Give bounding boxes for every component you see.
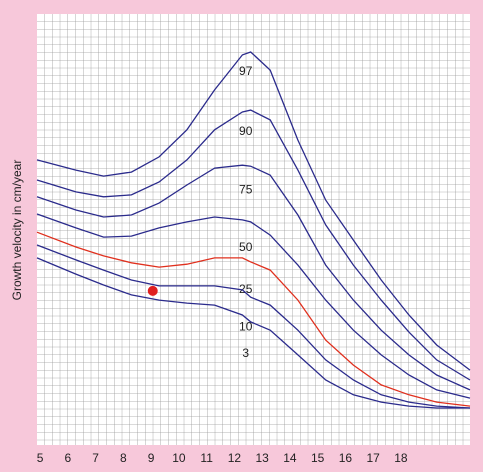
curve-label: 10 (239, 319, 253, 333)
x-tick-label: 8 (120, 451, 127, 465)
x-tick-label: 12 (228, 451, 242, 465)
x-tick-label: 16 (339, 451, 353, 465)
x-tick-label: 14 (283, 451, 297, 465)
x-tick-label: 9 (148, 451, 155, 465)
percentile-curve (36, 213, 471, 399)
curve-label: 75 (239, 182, 253, 196)
percentile-curve (36, 164, 471, 391)
grid (37, 14, 470, 445)
curve-label: 97 (239, 64, 253, 78)
x-tick-label: 6 (65, 451, 72, 465)
x-tick-label: 15 (311, 451, 325, 465)
percentile-curve (36, 231, 471, 407)
percentile-curve (36, 109, 471, 381)
curve-label: 3 (242, 346, 249, 360)
x-tick-label: 7 (92, 451, 99, 465)
percentile-curve (36, 244, 471, 409)
x-tick-label: 5 (37, 451, 44, 465)
percentile-curve (36, 51, 471, 371)
percentile-curve (36, 257, 470, 409)
curve-label: 50 (239, 240, 253, 254)
curve-label: 25 (239, 282, 253, 296)
x-tick-label: 11 (200, 451, 213, 465)
y-axis-label: Growth velocity in cm/year (10, 160, 24, 301)
x-tick-label: 18 (394, 451, 408, 465)
data-point (147, 285, 158, 296)
curve-label: 90 (239, 124, 253, 138)
x-tick-label: 13 (255, 451, 269, 465)
x-tick-label: 17 (366, 451, 380, 465)
x-tick-label: 10 (172, 451, 186, 465)
